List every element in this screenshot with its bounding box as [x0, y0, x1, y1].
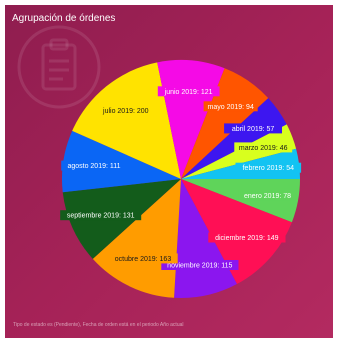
pie-label-text: enero 2019: 78	[244, 193, 291, 200]
pie-label-background	[60, 210, 142, 221]
pie-slice-label: octubre 2019: 163	[108, 253, 178, 264]
pie-slice-label: marzo 2019: 46	[234, 142, 293, 153]
pie-slice-label: abril 2019: 57	[224, 123, 282, 134]
pie-label-background	[234, 142, 293, 153]
pie-slice-label: mayo 2019: 94	[203, 101, 258, 112]
pie-label-text: abril 2019: 57	[232, 126, 275, 133]
pie-label-text: julio 2019: 200	[102, 108, 149, 115]
pie-label-text: octubre 2019: 163	[115, 256, 172, 263]
pie-label-background	[203, 101, 258, 112]
pie-label-background	[94, 105, 157, 116]
pie-slice-label: junio 2019: 121	[157, 86, 220, 97]
pie-slice-label: agosto 2019: 111	[61, 160, 127, 171]
pie-label-text: diciembre 2019: 149	[215, 235, 279, 242]
pie-slice[interactable]	[181, 179, 292, 285]
pie-label-text: septiembre 2019: 131	[67, 213, 135, 220]
pie-slice-label: enero 2019: 78	[238, 190, 297, 201]
pie-label-text: agosto 2019: 111	[67, 163, 120, 170]
pie-label-background	[224, 123, 282, 134]
pie-labels: enero 2019: 78 diciembre 2019: 149 noviemb…	[60, 86, 302, 270]
pie-slice-label: julio 2019: 200	[94, 105, 157, 116]
pie-chart: enero 2019: 78 diciembre 2019: 149 noviemb…	[60, 60, 302, 299]
chart-footnote: Tipo de estado es (Pendiente), Fecha de …	[13, 322, 184, 328]
pie-slice[interactable]	[181, 98, 287, 179]
pie-label-text: marzo 2019: 46	[239, 145, 288, 152]
pie-slice-label: septiembre 2019: 131	[60, 210, 142, 221]
pie-label-text: noviembre 2019: 115	[167, 263, 232, 270]
pie-label-background	[161, 260, 239, 270]
pie-label-background	[235, 162, 302, 173]
pie-slice[interactable]	[72, 62, 181, 179]
pie-slice[interactable]	[181, 179, 300, 223]
chart-title: Agrupación de órdenes	[12, 13, 116, 24]
pie-label-background	[61, 160, 127, 171]
clipboard-icon	[17, 25, 101, 109]
pie-slice[interactable]	[92, 179, 181, 298]
pie-label-background	[208, 232, 286, 243]
pie-label-text: junio 2019: 121	[164, 89, 213, 96]
pie-label-background	[238, 190, 297, 201]
pie-slice-label: noviembre 2019: 115	[161, 260, 239, 270]
pie-slice-label: diciembre 2019: 149	[208, 232, 286, 243]
chart-card: Agrupación de órdenes enero 2019: 78 dici…	[5, 5, 333, 338]
pie-label-text: febrero 2019: 54	[243, 165, 294, 172]
pie-slice-label: febrero 2019: 54	[235, 162, 302, 173]
pie-label-background	[108, 253, 178, 264]
pie-label-background	[157, 86, 220, 97]
pie-label-text: mayo 2019: 94	[208, 104, 254, 111]
